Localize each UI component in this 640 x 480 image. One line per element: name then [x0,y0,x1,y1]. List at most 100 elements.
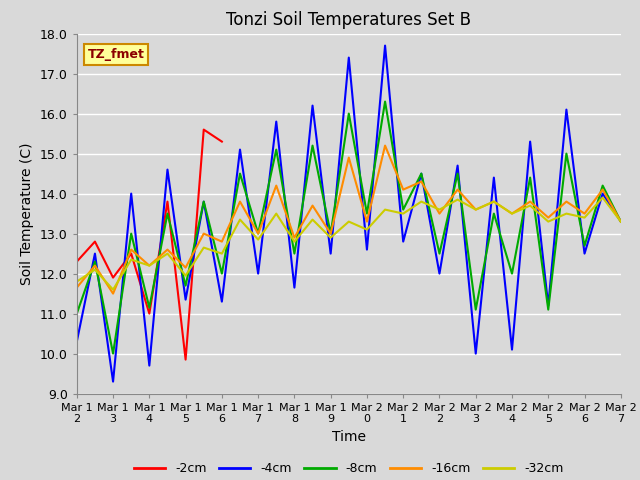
-2cm [164,199,172,204]
-16cm [526,199,534,204]
-16cm [508,211,516,216]
X-axis label: Time: Time [332,430,366,444]
-16cm [327,231,335,237]
-8cm [526,175,534,180]
-16cm [599,187,607,192]
-16cm [145,263,153,268]
-8cm [345,111,353,117]
-16cm [236,199,244,204]
-32cm [417,199,425,204]
-4cm [236,147,244,153]
-4cm [291,285,298,290]
Legend: -2cm, -4cm, -8cm, -16cm, -32cm: -2cm, -4cm, -8cm, -16cm, -32cm [129,457,568,480]
-2cm [218,139,226,144]
-8cm [109,351,117,357]
-16cm [254,231,262,237]
-16cm [563,199,570,204]
-8cm [454,171,461,177]
-16cm [273,183,280,189]
-4cm [363,247,371,252]
-4cm [73,339,81,345]
Line: -4cm: -4cm [77,46,621,382]
-4cm [182,297,189,302]
-32cm [508,211,516,216]
-32cm [599,195,607,201]
-8cm [291,251,298,256]
-4cm [127,191,135,196]
-16cm [399,187,407,192]
-4cm [109,379,117,384]
-4cm [399,239,407,244]
-8cm [545,307,552,312]
-8cm [273,147,280,153]
-32cm [545,219,552,225]
-16cm [91,263,99,268]
-8cm [363,211,371,216]
-8cm [145,305,153,311]
Line: -2cm: -2cm [77,130,222,360]
-8cm [472,307,479,312]
-4cm [381,43,389,48]
-16cm [218,239,226,244]
-16cm [73,285,81,290]
-32cm [436,207,444,213]
-8cm [182,283,189,288]
-8cm [164,211,172,216]
-16cm [472,207,479,213]
-16cm [164,247,172,252]
-16cm [363,219,371,225]
-32cm [127,257,135,263]
-4cm [164,167,172,172]
-4cm [327,251,335,256]
-16cm [381,143,389,148]
-8cm [327,231,335,237]
Line: -8cm: -8cm [77,102,621,354]
-8cm [73,311,81,316]
-32cm [490,199,498,204]
-16cm [417,179,425,184]
-32cm [291,239,298,244]
-16cm [200,231,207,237]
-4cm [345,55,353,60]
-8cm [91,259,99,264]
-16cm [580,211,588,216]
-32cm [273,211,280,216]
-4cm [218,299,226,304]
Line: -32cm: -32cm [77,198,621,289]
-32cm [73,279,81,285]
-2cm [91,239,99,244]
-4cm [273,119,280,124]
-16cm [345,155,353,160]
-32cm [617,219,625,225]
-2cm [182,357,189,362]
-32cm [454,197,461,203]
-4cm [254,271,262,276]
-16cm [109,291,117,297]
-16cm [308,203,316,208]
-32cm [399,211,407,216]
-8cm [381,99,389,105]
-4cm [508,347,516,352]
-32cm [109,287,117,292]
-8cm [563,151,570,156]
-16cm [127,247,135,252]
-4cm [472,351,479,357]
-2cm [200,127,207,132]
-8cm [490,211,498,216]
-8cm [599,183,607,189]
-32cm [236,216,244,222]
-16cm [545,215,552,220]
-2cm [127,251,135,256]
-4cm [91,251,99,256]
-4cm [545,303,552,309]
-4cm [308,103,316,108]
-2cm [73,259,81,264]
-4cm [454,163,461,168]
-32cm [580,215,588,220]
-16cm [490,199,498,204]
Text: TZ_fmet: TZ_fmet [88,48,145,61]
-32cm [145,263,153,268]
-32cm [308,216,316,222]
-16cm [182,264,189,270]
-32cm [200,245,207,251]
